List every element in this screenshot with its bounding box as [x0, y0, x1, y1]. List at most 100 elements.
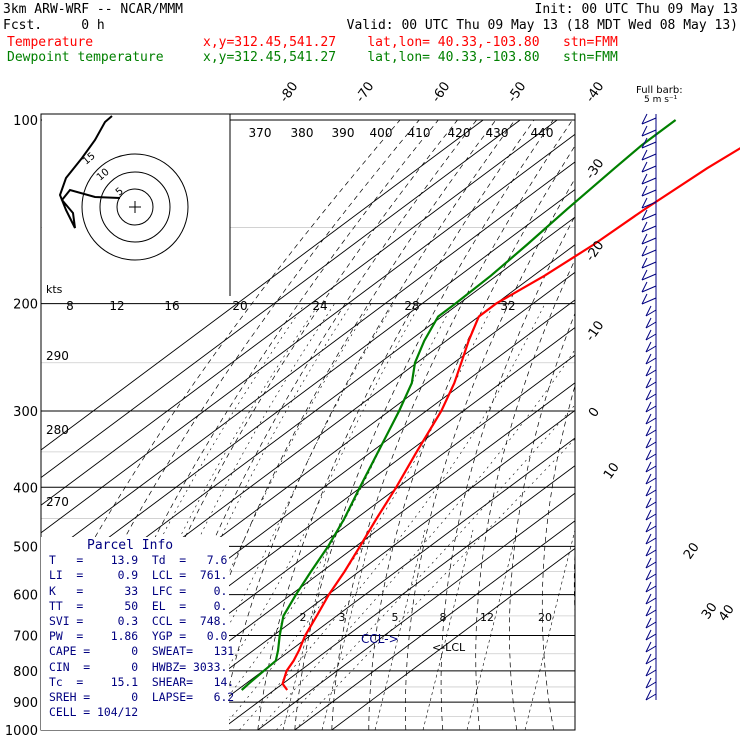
isotherm-label: -40 — [583, 79, 607, 105]
moist-adiabat — [294, 438, 575, 730]
lcl-annotation: <-LCL — [432, 641, 466, 654]
wind-barb — [645, 393, 657, 401]
wind-barb — [641, 201, 657, 209]
wind-barb — [645, 477, 657, 485]
wind-barb — [645, 369, 657, 377]
theta-e-label: 440 — [531, 126, 554, 140]
wind-barb — [641, 297, 657, 305]
hodograph-speed-label: 12 — [109, 299, 124, 313]
wind-barb-column — [641, 113, 657, 701]
wind-barb — [645, 657, 657, 665]
wind-barb — [645, 573, 657, 581]
wind-barb — [641, 269, 648, 281]
mixing-ratio-line — [466, 529, 518, 731]
mixing-ratio-label: 3 — [339, 611, 346, 624]
dry-adiabat — [183, 119, 497, 730]
pressure-tick-label: 100 — [13, 114, 38, 129]
wind-barb — [641, 153, 657, 161]
wind-barb — [645, 329, 652, 341]
wind-barb — [645, 413, 652, 425]
parcel-info-row: CAPE = 0 SWEAT= 131 — [49, 644, 235, 659]
wind-barb — [645, 549, 657, 557]
wind-barb — [641, 281, 648, 293]
wind-barb — [641, 249, 657, 257]
wind-barb — [645, 629, 652, 641]
wind-barb — [641, 225, 657, 233]
wind-barb — [645, 681, 657, 689]
parcel-info-row: Tc = 15.1 SHEAR= 14. — [49, 674, 235, 689]
legend-temperature-info: x,y=312.45,541.27 lat,lon= 40.33,-103.80… — [203, 35, 618, 50]
pressure-tick-label: 800 — [13, 665, 38, 680]
wind-barb — [641, 161, 648, 173]
wind-barb — [641, 117, 657, 125]
wind-barb — [645, 509, 652, 521]
wind-barb — [645, 389, 652, 401]
wind-barb — [641, 149, 648, 161]
wind-barb — [641, 165, 657, 173]
wind-barb — [641, 245, 648, 257]
wind-barb — [645, 609, 657, 617]
wind-barb — [645, 341, 652, 353]
dry-adiabat — [257, 119, 535, 730]
wind-barb — [645, 449, 652, 461]
isotherm-label: -20 — [583, 238, 607, 264]
mixing-ratio-line — [524, 529, 576, 731]
parcel-info-row: T = 13.9 Td = 7.6 — [49, 553, 228, 568]
isotherm-line — [41, 119, 558, 506]
hodograph-units-label: kts — [46, 283, 63, 296]
isotherm-line — [41, 216, 575, 617]
wind-barb — [645, 581, 652, 593]
wind-barb — [645, 321, 657, 329]
mixing-ratio-label: 12 — [480, 611, 494, 624]
parcel-info-row: K = 33 LFC = 0. — [49, 583, 228, 598]
isotherm-label: 10 — [601, 460, 623, 482]
wind-barb — [645, 345, 657, 353]
mixing-ratio-label: 2 — [300, 611, 307, 624]
wind-barb — [645, 485, 652, 497]
dry-adiabat-label: 290 — [46, 349, 69, 363]
wind-barb — [641, 273, 657, 281]
wind-barb — [645, 653, 652, 665]
wind-barb — [645, 417, 657, 425]
wind-barb — [645, 425, 652, 437]
mixing-ratio-line — [374, 529, 426, 731]
isotherm-line — [41, 188, 575, 589]
pressure-tick-label: 900 — [13, 696, 38, 711]
wind-barb — [641, 125, 648, 137]
dry-adiabat — [695, 120, 740, 730]
isotherm-label: 40 — [716, 602, 738, 624]
dry-adiabat — [605, 120, 725, 730]
hodograph-speed-label: 16 — [164, 299, 179, 313]
hodograph-ring — [81, 153, 189, 261]
pressure-tick-label: 400 — [13, 481, 38, 496]
wind-barb — [645, 537, 657, 545]
wind-barb — [645, 305, 652, 317]
wind-barb — [641, 257, 648, 269]
parcel-info-title: Parcel Info — [87, 538, 174, 553]
parcel-info-row: LI = 0.9 LCL = 761. — [49, 568, 228, 583]
wind-barb — [645, 569, 652, 581]
wind-barb — [645, 309, 657, 317]
wind-barb — [645, 545, 652, 557]
wind-barb — [645, 497, 652, 509]
wind-barb — [645, 429, 657, 437]
legend-temperature: Temperature — [7, 35, 94, 50]
mixing-ratio-label: 5 — [392, 611, 399, 624]
theta-e-label: 420 — [448, 126, 471, 140]
wind-barb — [645, 473, 652, 485]
dry-adiabat — [368, 145, 575, 730]
wind-barb — [641, 141, 657, 149]
wind-barb — [645, 453, 657, 461]
wind-barb — [645, 605, 652, 617]
hodograph-ring — [116, 188, 154, 226]
wind-barb — [645, 521, 652, 533]
wind-barb — [645, 461, 652, 473]
isotherm-label: 30 — [699, 600, 721, 622]
pressure-tick-label: 300 — [13, 405, 38, 420]
wind-barb — [645, 501, 657, 509]
hodograph-background — [42, 115, 230, 296]
wind-barb — [641, 285, 657, 293]
theta-e-label: 430 — [486, 126, 509, 140]
hodograph-speed-label: 8 — [66, 299, 74, 313]
legend-dewpoint-info: x,y=312.45,541.27 lat,lon= 40.33,-103.80… — [203, 50, 618, 65]
